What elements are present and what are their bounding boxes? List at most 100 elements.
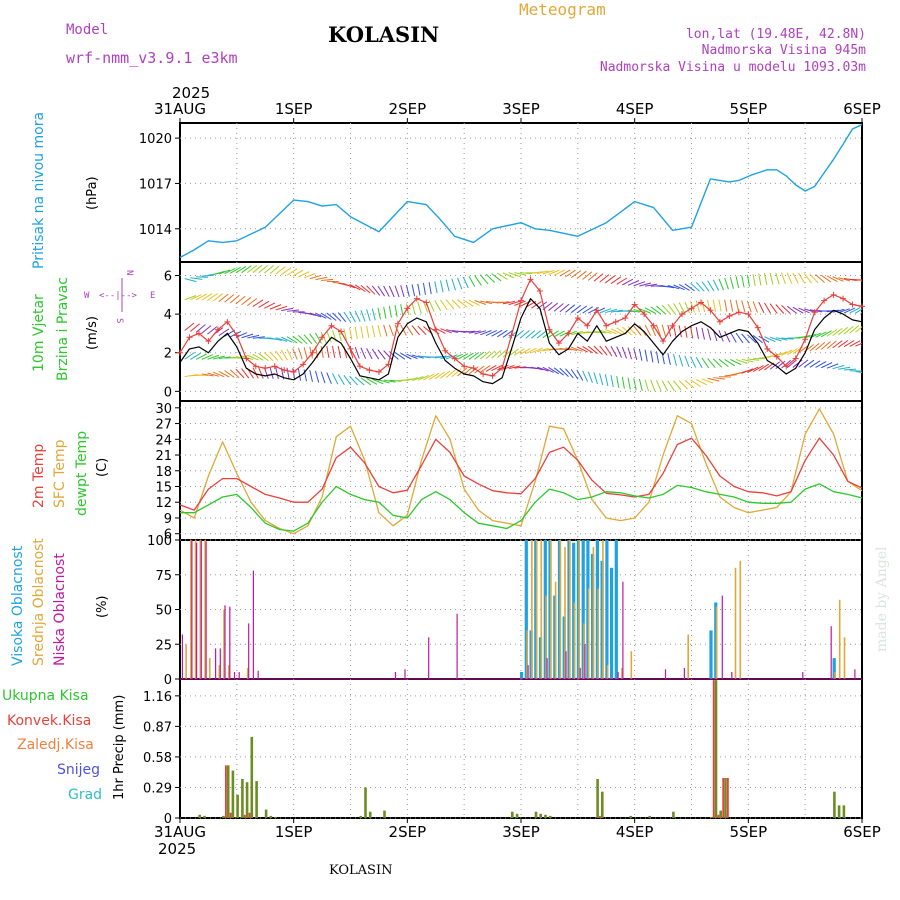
wind-barb bbox=[434, 281, 438, 294]
wind-barb bbox=[468, 299, 480, 306]
wind-barb bbox=[474, 330, 487, 335]
wind-barb bbox=[514, 272, 527, 276]
low-cloud-bar bbox=[731, 672, 733, 679]
wind-barb bbox=[281, 307, 294, 312]
wind-barb bbox=[735, 332, 744, 344]
low-cloud-bar bbox=[200, 540, 202, 679]
wind-gust-marker bbox=[480, 370, 487, 377]
wind-barb bbox=[383, 324, 388, 337]
wind-barb bbox=[371, 325, 376, 338]
bottom-time-label: 2SEP bbox=[389, 823, 427, 841]
wind-gust-marker bbox=[290, 369, 297, 376]
wind-barb bbox=[343, 311, 352, 323]
wind-barb bbox=[707, 377, 720, 382]
wind-barb bbox=[366, 348, 373, 360]
high-cloud-bar bbox=[832, 658, 836, 679]
wind-barb bbox=[207, 326, 218, 335]
mid-cloud-bar bbox=[535, 540, 538, 679]
wind-barb bbox=[690, 301, 695, 313]
wind-barb bbox=[343, 328, 347, 341]
wind-barb bbox=[570, 369, 579, 380]
wind-barb bbox=[849, 340, 861, 347]
wind-barb bbox=[229, 294, 240, 304]
wind-barb bbox=[360, 326, 364, 339]
wind-gust-marker bbox=[347, 345, 354, 352]
wind-barb bbox=[195, 293, 207, 301]
wind-barb bbox=[809, 360, 821, 368]
wind-gust-marker bbox=[262, 365, 269, 372]
wind-gust-marker bbox=[451, 355, 458, 362]
compass-w: W bbox=[84, 291, 90, 301]
wind-barb bbox=[497, 301, 510, 304]
wind-gust-marker bbox=[271, 363, 278, 370]
wind-gust-marker bbox=[404, 305, 411, 312]
wind-barb bbox=[491, 273, 502, 282]
wind-barb bbox=[855, 342, 862, 347]
wind-gust-marker bbox=[830, 291, 837, 298]
wind-barb bbox=[678, 302, 686, 314]
wind-barb bbox=[775, 360, 786, 370]
wind-barb bbox=[582, 271, 593, 280]
wind-barb bbox=[667, 353, 671, 366]
wind-barb bbox=[832, 340, 843, 349]
wind-barb bbox=[440, 299, 448, 311]
wind-barb bbox=[747, 358, 760, 361]
wind-barb bbox=[451, 368, 462, 378]
precip-total-bar bbox=[203, 815, 206, 818]
y-tick-label: 0.58 bbox=[143, 751, 172, 766]
wind-barb bbox=[280, 349, 288, 361]
wind-barb bbox=[548, 269, 560, 276]
wind-barb bbox=[838, 277, 851, 282]
wind-barb bbox=[241, 296, 252, 306]
bottom-time-axis: 31AUG 1SEP 2SEP 3SEP 4SEP 5SEP 6SEP bbox=[154, 818, 881, 841]
wind-barb bbox=[650, 350, 654, 363]
top-time-label: 1SEP bbox=[275, 100, 313, 118]
wind-speed-line bbox=[179, 298, 863, 385]
wind-barb bbox=[292, 269, 304, 277]
coords-label: lon,lat (19.48E, 42.8N) bbox=[686, 27, 866, 42]
low-cloud-bar bbox=[830, 626, 832, 679]
cloud-ylabel-2: Srednja Oblacnost bbox=[31, 538, 47, 666]
wind-gust-marker bbox=[470, 365, 477, 372]
wind-barb bbox=[485, 350, 496, 359]
wind-barb bbox=[655, 351, 660, 364]
wind-barb bbox=[514, 330, 525, 339]
mid-cloud-bar bbox=[739, 560, 742, 679]
precip-total-bar bbox=[241, 779, 244, 818]
mid-cloud-bar bbox=[545, 595, 547, 679]
wind-barb bbox=[497, 329, 508, 338]
wind-barb bbox=[741, 275, 745, 288]
wind-gust-marker bbox=[650, 322, 657, 329]
wind-barb bbox=[616, 277, 628, 285]
wind-barb bbox=[855, 326, 862, 333]
wind-barb bbox=[553, 269, 566, 276]
wind-gust-marker bbox=[688, 305, 695, 312]
wind-barb bbox=[673, 284, 685, 291]
temp-ylabel-3: dewpt Temp bbox=[74, 431, 90, 516]
wind-gust-marker bbox=[574, 314, 581, 321]
wind-barb bbox=[638, 378, 643, 391]
wind-barb bbox=[655, 380, 662, 392]
wind-barb bbox=[553, 303, 564, 312]
wind-barb bbox=[559, 269, 571, 277]
wind-barb bbox=[752, 301, 758, 313]
wind-barb bbox=[684, 355, 690, 368]
wind-barb bbox=[690, 379, 701, 387]
wind-barb bbox=[582, 370, 589, 382]
precip-total-bar bbox=[719, 810, 722, 818]
wind-barb bbox=[275, 305, 288, 311]
wind-barb bbox=[519, 330, 530, 339]
wind-barb bbox=[286, 367, 290, 380]
wind-barb bbox=[678, 380, 688, 390]
wind-barb bbox=[565, 304, 576, 313]
wind-barb bbox=[684, 325, 688, 338]
wind-barb bbox=[820, 274, 832, 283]
wind-barb bbox=[633, 348, 638, 361]
precip-total-bar bbox=[231, 770, 235, 818]
low-cloud-bar bbox=[854, 669, 856, 679]
wind-barb bbox=[241, 368, 250, 379]
wind-gust-marker bbox=[764, 345, 771, 352]
wind-barb bbox=[758, 335, 770, 343]
mid-cloud-bar bbox=[559, 540, 562, 679]
y-tick-label: 1014 bbox=[139, 223, 172, 238]
